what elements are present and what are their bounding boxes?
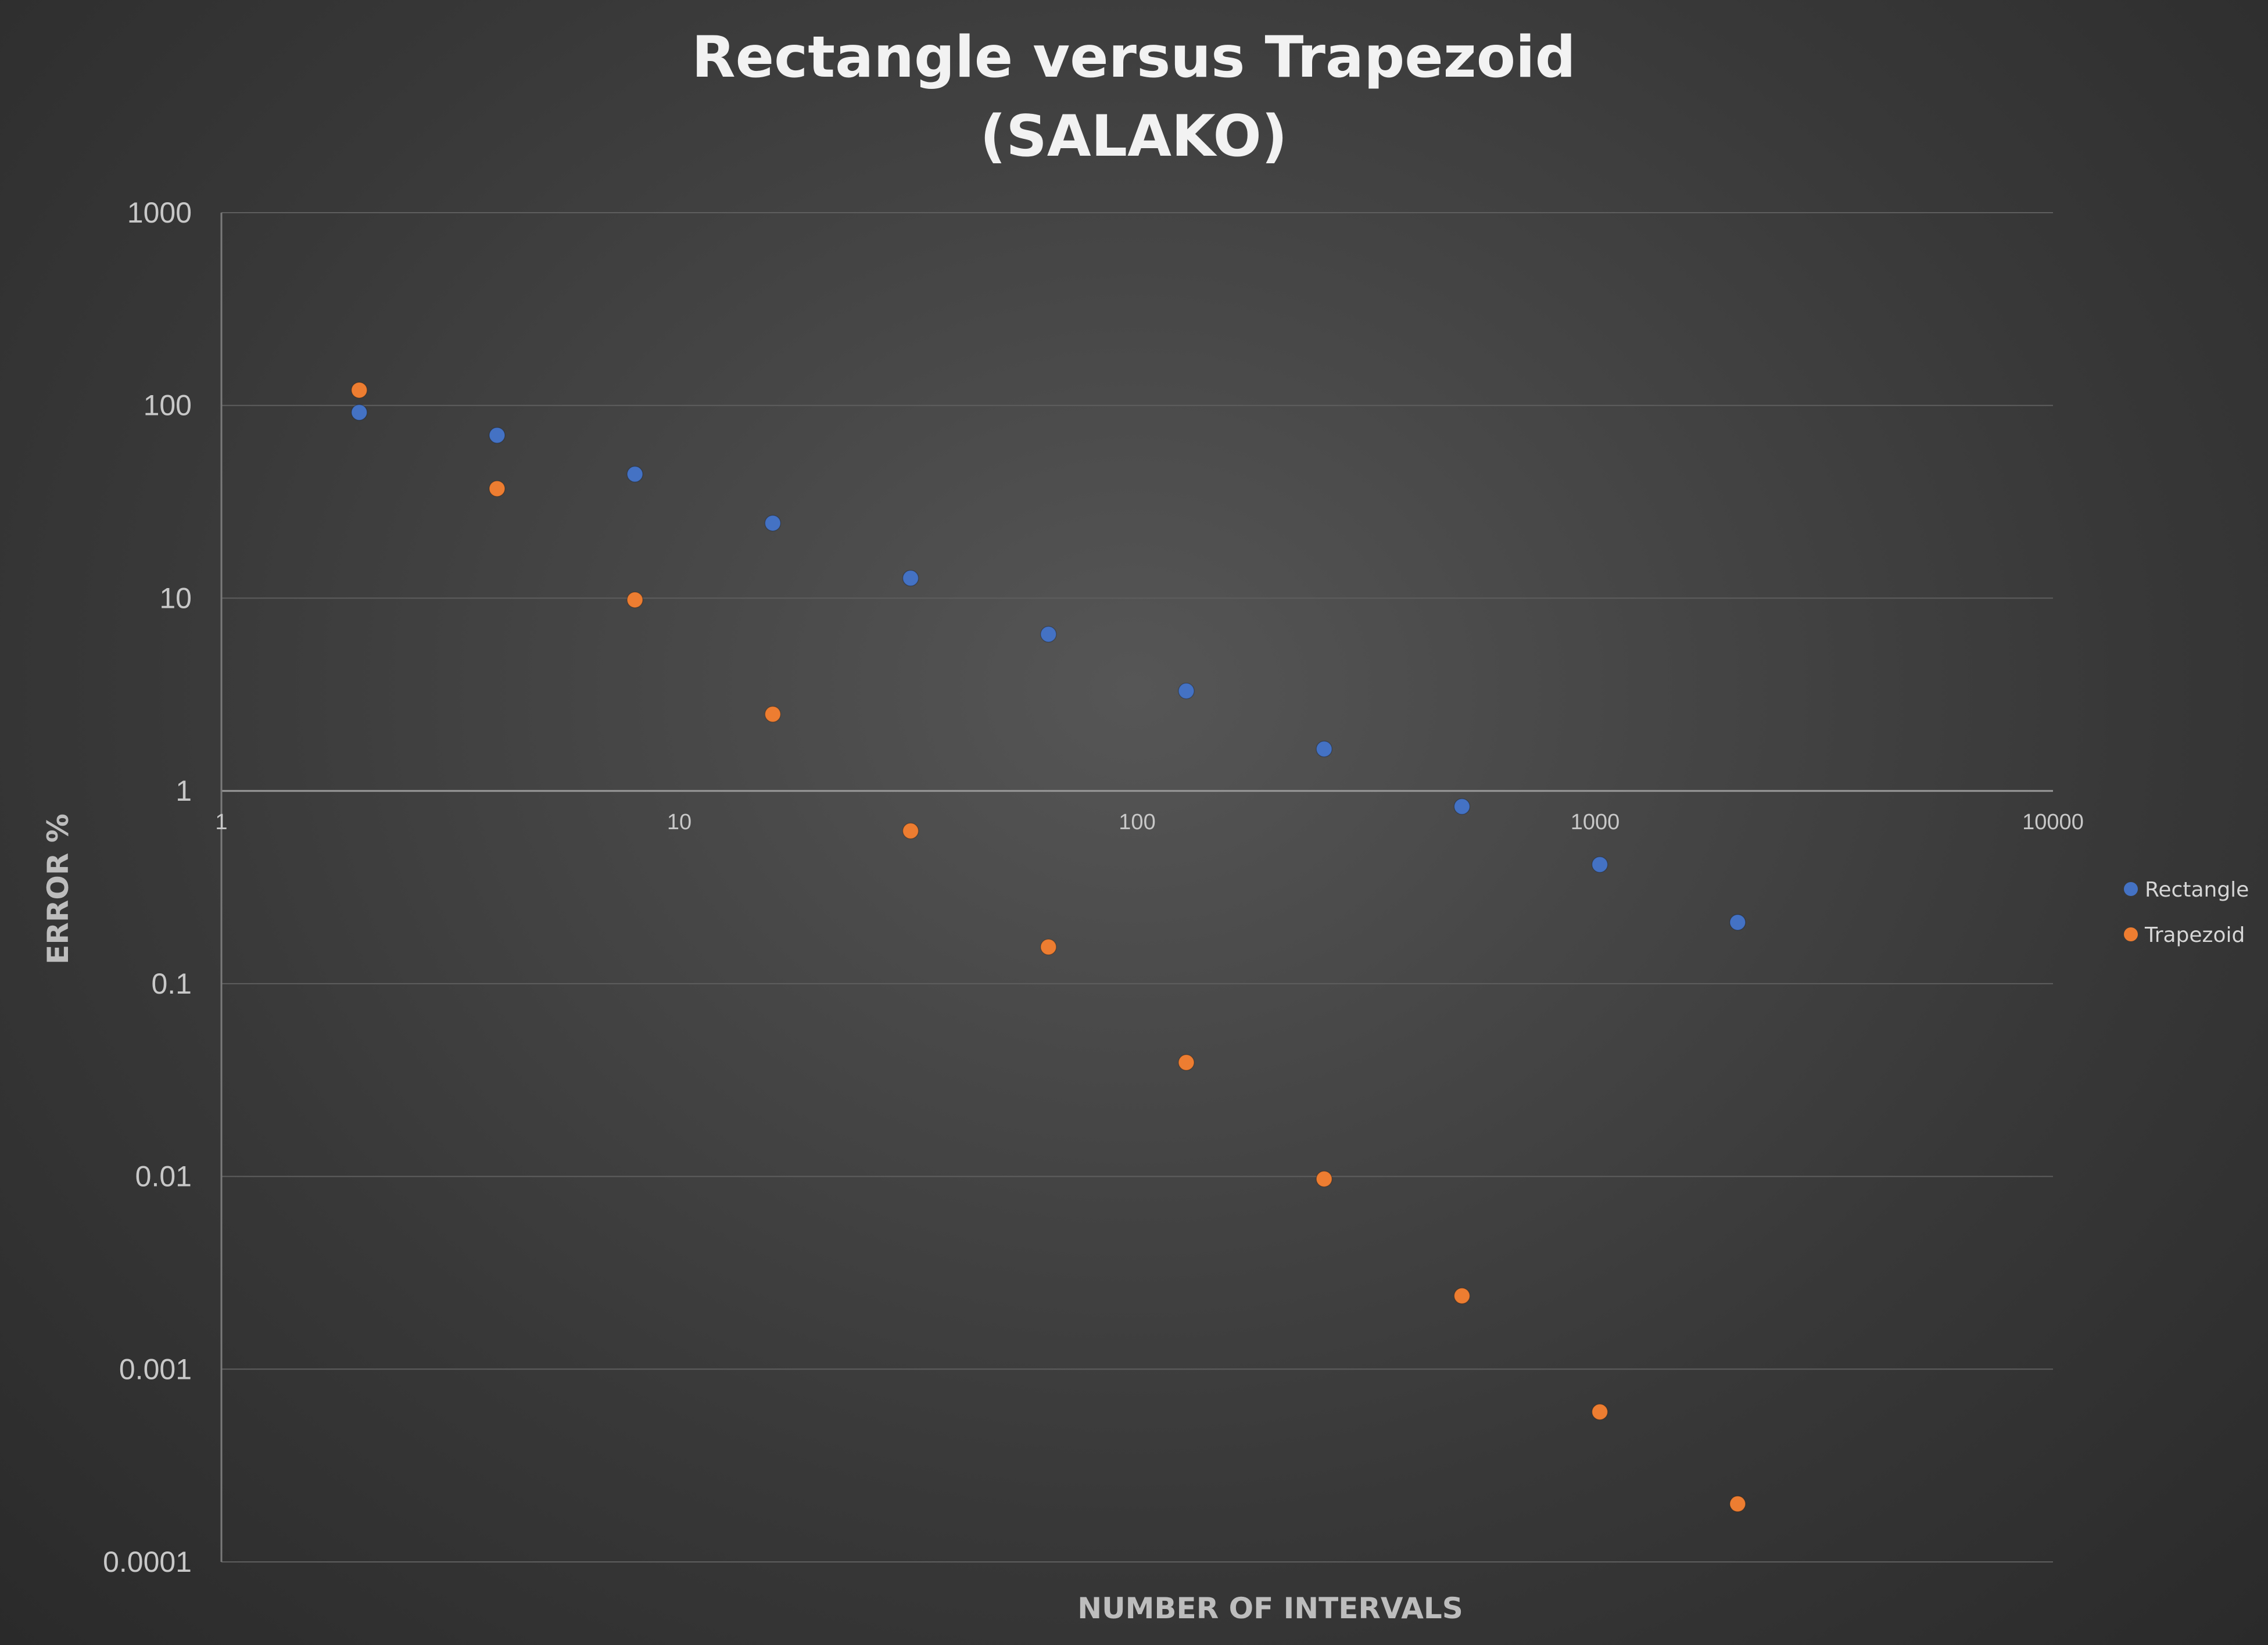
x-tick-label-4: 10000	[2022, 810, 2084, 834]
trapezoid-point-0	[350, 382, 368, 399]
trapezoid-point-10	[1729, 1495, 1746, 1513]
rectangle-point-7	[1316, 740, 1332, 758]
rectangle-point-0	[350, 404, 368, 421]
trapezoid-point-3	[764, 705, 782, 723]
rectangle-point-6	[1178, 682, 1195, 700]
trapezoid-point-6	[1178, 1054, 1195, 1071]
x-tick-label-2: 100	[1119, 810, 1155, 834]
y-tick-labels: 1000 100 10 1 0.1 0.01 0.001 0.0001	[103, 196, 192, 1578]
x-tick-label-1: 10	[667, 810, 691, 834]
trapezoid-point-4	[902, 822, 919, 840]
data-points	[350, 382, 1746, 1513]
trapezoid-point-8	[1453, 1287, 1471, 1304]
y-tick-label-6: 0.001	[119, 1353, 192, 1385]
trapezoid-point-2	[626, 592, 643, 608]
x-tick-labels: 1 10 100 1000 10000	[215, 810, 2083, 834]
rectangle-point-3	[764, 515, 782, 532]
y-tick-label-0: 1000	[127, 196, 192, 229]
rectangle-point-4	[902, 569, 919, 587]
y-tick-label-1: 100	[144, 389, 192, 422]
legend-label-rectangle: Rectangle	[2145, 878, 2249, 902]
y-tick-label-3: 1	[175, 775, 192, 807]
y-tick-label-7: 0.0001	[103, 1546, 192, 1578]
trapezoid-point-1	[489, 480, 506, 497]
x-tick-label-0: 1	[215, 810, 227, 834]
gridlines	[221, 212, 2053, 1562]
y-tick-label-2: 10	[159, 582, 192, 614]
rectangle-point-10	[1729, 914, 1746, 931]
trapezoid-point-9	[1591, 1403, 1608, 1421]
rectangle-point-1	[489, 427, 506, 444]
y-tick-label-4: 0.1	[151, 967, 192, 1000]
x-axis-title: NUMBER OF INTERVALS	[1077, 1592, 1463, 1625]
legend-marker-trapezoid	[2124, 927, 2138, 941]
rectangle-point-5	[1040, 626, 1057, 643]
legend-marker-rectangle	[2124, 882, 2138, 896]
axes	[220, 213, 2053, 1562]
rectangle-point-8	[1453, 798, 1471, 815]
trapezoid-point-5	[1040, 938, 1057, 955]
legend: Rectangle Trapezoid	[2124, 878, 2249, 947]
y-tick-label-5: 0.01	[135, 1160, 192, 1193]
rectangle-point-9	[1591, 856, 1608, 873]
legend-label-trapezoid: Trapezoid	[2144, 923, 2245, 947]
chart-title-line-1: Rectangle versus Trapezoid	[691, 24, 1576, 91]
x-tick-label-3: 1000	[1571, 810, 1620, 834]
y-axis-title: ERROR %	[41, 813, 75, 965]
chart-title-line-2: (SALAKO)	[980, 103, 1287, 170]
rectangle-point-2	[626, 465, 643, 483]
trapezoid-point-7	[1316, 1170, 1332, 1188]
